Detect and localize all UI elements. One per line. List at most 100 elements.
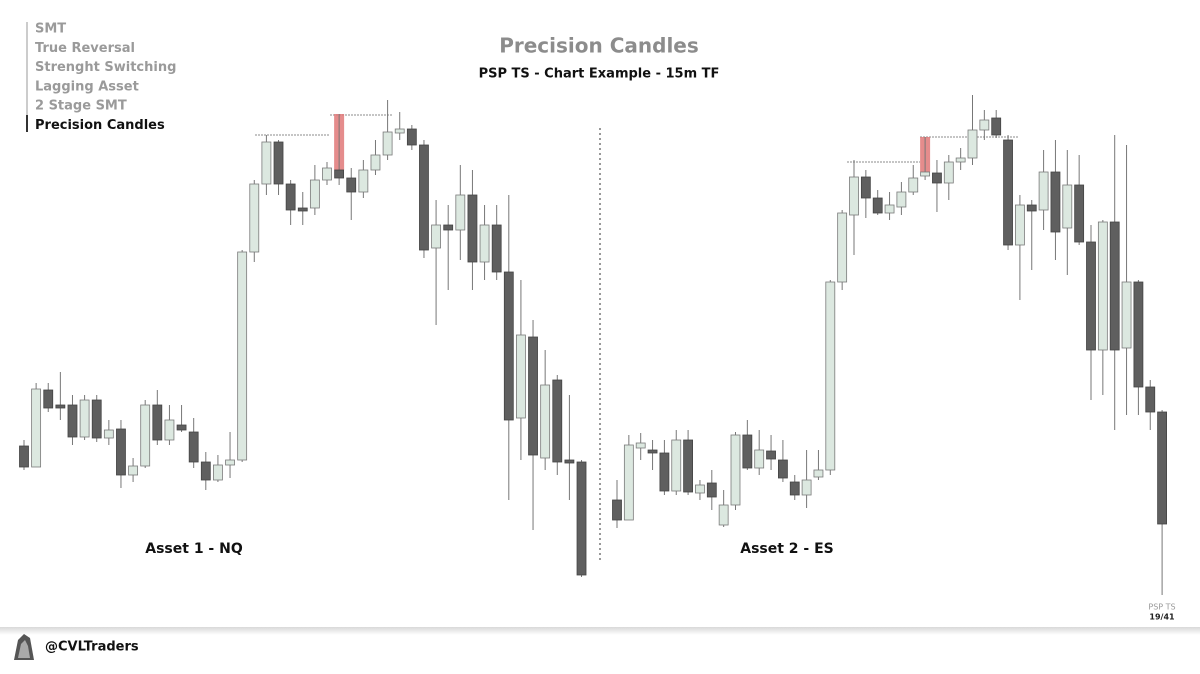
candle-body [491,224,502,273]
candle-body [1097,221,1108,351]
menu-item: Strenght Switching [35,60,176,75]
candle-body [825,281,836,471]
candle-body [884,204,895,214]
candle-body [91,399,102,439]
candle-body [659,452,670,492]
candle-body [140,404,151,467]
slide-subtitle: PSP TS - Chart Example - 15m TF [479,67,720,82]
footer-shadow [0,627,1200,635]
candle-body [837,212,848,283]
candle-body [979,119,990,131]
candle-body [358,169,369,193]
candle-body [394,128,405,134]
candle-body [528,336,538,456]
candle-body [152,404,163,441]
asset-label: Asset 2 - ES [740,541,834,557]
menu-item: Precision Candles [35,118,165,133]
candle-body [467,194,478,263]
menu: SMT True Reversal Strenght Switching Laggin… [35,22,176,134]
candle-body [67,404,78,438]
candle-body [1157,411,1167,525]
candle-body [540,384,551,459]
candle-body [455,194,466,231]
candle-body [419,144,429,251]
candle-body [635,442,646,449]
candle-body [103,429,114,439]
candle-body [1086,241,1096,351]
menu-item: True Reversal [35,41,135,56]
candle-body [200,461,211,481]
candle-body [322,167,332,181]
candle-body [730,434,741,506]
slide-title: Precision Candles [499,34,699,58]
page-number: 19/41 [1149,613,1175,622]
candle-body [176,424,187,431]
candle-body [370,154,381,171]
candle-body [1062,184,1073,229]
candle-body [695,484,705,494]
menu-item: Lagging Asset [35,79,139,94]
candle-body [1050,171,1061,233]
candle-body [346,177,357,193]
candle-body [612,499,622,521]
candle-body [406,128,417,146]
candle-body [1015,204,1025,246]
candle-body [742,434,753,469]
candle-body [1026,204,1037,212]
candle-body [908,177,919,193]
candle-body [285,183,296,211]
candle-body [671,439,682,492]
candle-body [382,131,393,156]
candle-body [297,207,308,212]
candle-body [801,479,812,496]
candle-body [576,461,587,576]
candle-body [1003,139,1013,246]
candle-body [706,482,717,498]
candle-body [943,161,954,184]
candle-body [552,379,563,463]
candle-body [1109,221,1120,351]
candle-body [789,481,800,496]
menu-item: 2 Stage SMT [35,99,127,114]
candle-body [188,431,199,463]
candle-body [55,404,66,409]
candle-body [1145,386,1156,413]
candle-body [872,197,883,214]
candle-body [31,388,42,468]
candle-body [443,224,454,231]
candle-body [213,464,223,481]
candle-body [249,183,260,253]
candle-body [896,191,907,208]
candle-body [766,450,776,460]
candle-body [164,419,175,441]
candle-body [503,271,514,421]
candle-body [967,129,978,159]
candle-body [237,251,248,461]
candle-body [43,389,54,409]
candle-body [564,459,575,464]
candle-body [718,504,729,526]
candle-body [116,428,126,476]
candle-body [860,176,871,199]
handle: @CVLTraders [45,640,139,655]
candle-body [309,179,320,209]
candle-body [623,444,634,521]
candle-body [991,117,1002,136]
deck-name: PSP TS [1148,603,1175,612]
candle-body [334,169,345,179]
candle-body [849,176,859,216]
candle-body [1121,281,1132,349]
candle-body [1133,281,1144,388]
logo [14,634,34,660]
candle-body [79,399,90,438]
candle-body [955,157,966,163]
candle-body [754,449,765,469]
candle-body [225,459,235,466]
candle-body [647,449,658,454]
candlestick-chart [612,95,1167,595]
candlestick-chart [19,100,587,577]
candle-body [261,141,272,185]
asset-label: Asset 1 - NQ [145,541,243,557]
charts [19,95,1167,595]
